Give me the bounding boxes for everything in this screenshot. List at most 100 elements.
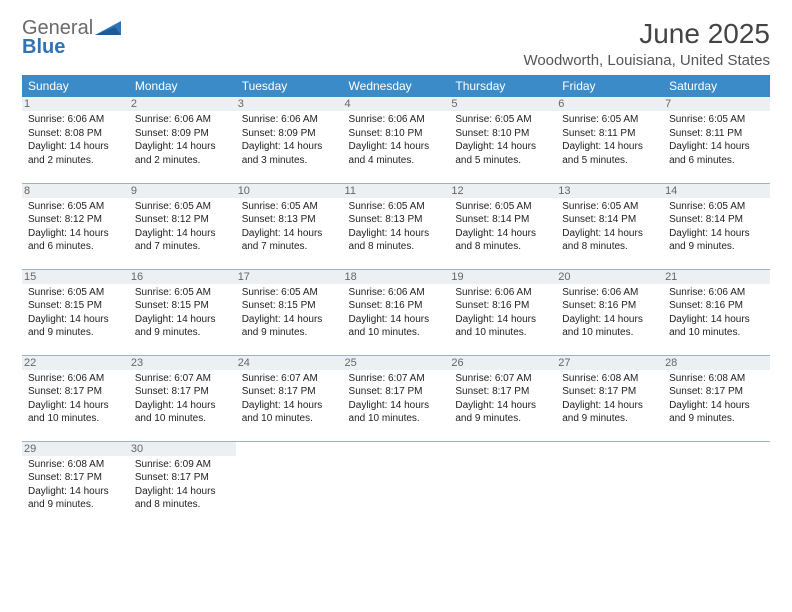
- day-info: Sunrise: 6:06 AMSunset: 8:16 PMDaylight:…: [349, 286, 444, 340]
- day-info: Sunrise: 6:06 AMSunset: 8:16 PMDaylight:…: [562, 286, 657, 340]
- day-header: Friday: [556, 75, 663, 97]
- day-info: Sunrise: 6:06 AMSunset: 8:17 PMDaylight:…: [28, 372, 123, 426]
- day-info: Sunrise: 6:05 AMSunset: 8:11 PMDaylight:…: [562, 113, 657, 167]
- calendar-cell: 10 Sunrise: 6:05 AMSunset: 8:13 PMDayligh…: [236, 183, 343, 269]
- calendar-week-row: 29Sunrise: 6:08 AMSunset: 8:17 PMDayligh…: [22, 441, 770, 527]
- day-info: Sunrise: 6:05 AMSunset: 8:14 PMDaylight:…: [669, 200, 764, 254]
- calendar-cell: 14 Sunrise: 6:05 AMSunset: 8:14 PMDayligh…: [663, 183, 770, 269]
- calendar-cell: 21Sunrise: 6:06 AMSunset: 8:16 PMDayligh…: [663, 269, 770, 355]
- day-info: Sunrise: 6:08 AMSunset: 8:17 PMDaylight:…: [562, 372, 657, 426]
- calendar-cell: 22Sunrise: 6:06 AMSunset: 8:17 PMDayligh…: [22, 355, 129, 441]
- calendar-cell: 2 Sunrise: 6:06 AMSunset: 8:09 PMDaylight…: [129, 97, 236, 183]
- day-number: 8: [22, 184, 129, 198]
- day-info: Sunrise: 6:09 AMSunset: 8:17 PMDaylight:…: [135, 458, 230, 512]
- day-info: Sunrise: 6:05 AMSunset: 8:13 PMDaylight:…: [242, 200, 337, 254]
- calendar-cell: 19 Sunrise: 6:06 AMSunset: 8:16 PMDayligh…: [449, 269, 556, 355]
- logo: General Blue: [22, 18, 121, 57]
- calendar-cell: 16 Sunrise: 6:05 AMSunset: 8:15 PMDayligh…: [129, 269, 236, 355]
- day-number: 5: [449, 97, 556, 111]
- calendar-cell: 12Sunrise: 6:05 AMSunset: 8:14 PMDayligh…: [449, 183, 556, 269]
- calendar-cell: [449, 441, 556, 527]
- title-block: June 2025 Woodworth, Louisiana, United S…: [523, 18, 770, 69]
- calendar-cell: 11Sunrise: 6:05 AMSunset: 8:13 PMDayligh…: [343, 183, 450, 269]
- day-number: 3: [236, 97, 343, 111]
- day-number: 4: [343, 97, 450, 111]
- day-number: 10: [236, 184, 343, 198]
- calendar-cell: 13 Sunrise: 6:05 AMSunset: 8:14 PMDayligh…: [556, 183, 663, 269]
- day-number: 6: [556, 97, 663, 111]
- day-header: Sunday: [22, 75, 129, 97]
- day-header: Saturday: [663, 75, 770, 97]
- day-info: Sunrise: 6:05 AMSunset: 8:12 PMDaylight:…: [28, 200, 123, 254]
- day-number: 23: [129, 356, 236, 370]
- day-number: 9: [129, 184, 236, 198]
- calendar-cell: 3 Sunrise: 6:06 AMSunset: 8:09 PMDaylight…: [236, 97, 343, 183]
- calendar-cell: 26Sunrise: 6:07 AMSunset: 8:17 PMDayligh…: [449, 355, 556, 441]
- calendar-cell: 4 Sunrise: 6:06 AMSunset: 8:10 PMDaylight…: [343, 97, 450, 183]
- day-header: Wednesday: [343, 75, 450, 97]
- calendar-cell: 20 Sunrise: 6:06 AMSunset: 8:16 PMDayligh…: [556, 269, 663, 355]
- calendar-cell: [343, 441, 450, 527]
- logo-triangle-icon: [95, 21, 121, 39]
- calendar-cell: 23 Sunrise: 6:07 AMSunset: 8:17 PMDayligh…: [129, 355, 236, 441]
- day-number: 7: [663, 97, 770, 111]
- calendar-cell: [556, 441, 663, 527]
- calendar-cell: 6 Sunrise: 6:05 AMSunset: 8:11 PMDaylight…: [556, 97, 663, 183]
- day-number: 16: [129, 270, 236, 284]
- day-number: 14: [663, 184, 770, 198]
- day-info: Sunrise: 6:06 AMSunset: 8:10 PMDaylight:…: [349, 113, 444, 167]
- calendar-week-row: 15Sunrise: 6:05 AMSunset: 8:15 PMDayligh…: [22, 269, 770, 355]
- calendar-week-row: 8 Sunrise: 6:05 AMSunset: 8:12 PMDaylight…: [22, 183, 770, 269]
- month-title: June 2025: [523, 18, 770, 50]
- day-number: 28: [663, 356, 770, 370]
- calendar-cell: 9Sunrise: 6:05 AMSunset: 8:12 PMDaylight…: [129, 183, 236, 269]
- day-number: 17: [236, 270, 343, 284]
- calendar-cell: 29Sunrise: 6:08 AMSunset: 8:17 PMDayligh…: [22, 441, 129, 527]
- calendar-week-row: 22Sunrise: 6:06 AMSunset: 8:17 PMDayligh…: [22, 355, 770, 441]
- calendar-cell: 5 Sunrise: 6:05 AMSunset: 8:10 PMDaylight…: [449, 97, 556, 183]
- day-number: 19: [449, 270, 556, 284]
- calendar-cell: 27Sunrise: 6:08 AMSunset: 8:17 PMDayligh…: [556, 355, 663, 441]
- logo-text-block: General Blue: [22, 18, 93, 57]
- day-number: 11: [343, 184, 450, 198]
- day-info: Sunrise: 6:07 AMSunset: 8:17 PMDaylight:…: [455, 372, 550, 426]
- day-number: 18: [343, 270, 450, 284]
- day-number: 25: [343, 356, 450, 370]
- day-info: Sunrise: 6:06 AMSunset: 8:09 PMDaylight:…: [242, 113, 337, 167]
- calendar-cell: 8 Sunrise: 6:05 AMSunset: 8:12 PMDaylight…: [22, 183, 129, 269]
- day-info: Sunrise: 6:06 AMSunset: 8:16 PMDaylight:…: [455, 286, 550, 340]
- day-info: Sunrise: 6:05 AMSunset: 8:10 PMDaylight:…: [455, 113, 550, 167]
- day-number: 24: [236, 356, 343, 370]
- day-header: Monday: [129, 75, 236, 97]
- day-info: Sunrise: 6:07 AMSunset: 8:17 PMDaylight:…: [349, 372, 444, 426]
- day-number: 2: [129, 97, 236, 111]
- day-info: Sunrise: 6:07 AMSunset: 8:17 PMDaylight:…: [242, 372, 337, 426]
- day-number: 1: [22, 97, 129, 111]
- calendar-cell: 25 Sunrise: 6:07 AMSunset: 8:17 PMDayligh…: [343, 355, 450, 441]
- calendar-table: Sunday Monday Tuesday Wednesday Thursday…: [22, 75, 770, 527]
- day-number: 20: [556, 270, 663, 284]
- calendar-cell: 24 Sunrise: 6:07 AMSunset: 8:17 PMDayligh…: [236, 355, 343, 441]
- day-info: Sunrise: 6:05 AMSunset: 8:15 PMDaylight:…: [242, 286, 337, 340]
- day-number: 21: [663, 270, 770, 284]
- calendar-cell: 28Sunrise: 6:08 AMSunset: 8:17 PMDayligh…: [663, 355, 770, 441]
- day-info: Sunrise: 6:05 AMSunset: 8:14 PMDaylight:…: [455, 200, 550, 254]
- day-info: Sunrise: 6:07 AMSunset: 8:17 PMDaylight:…: [135, 372, 230, 426]
- day-number: 29: [22, 442, 129, 456]
- day-info: Sunrise: 6:05 AMSunset: 8:14 PMDaylight:…: [562, 200, 657, 254]
- day-info: Sunrise: 6:05 AMSunset: 8:15 PMDaylight:…: [135, 286, 230, 340]
- calendar-cell: 7Sunrise: 6:05 AMSunset: 8:11 PMDaylight…: [663, 97, 770, 183]
- logo-word-blue: Blue: [22, 37, 93, 57]
- day-info: Sunrise: 6:06 AMSunset: 8:09 PMDaylight:…: [135, 113, 230, 167]
- calendar-cell: 1Sunrise: 6:06 AMSunset: 8:08 PMDaylight…: [22, 97, 129, 183]
- calendar-cell: 17 Sunrise: 6:05 AMSunset: 8:15 PMDayligh…: [236, 269, 343, 355]
- calendar-cell: 30Sunrise: 6:09 AMSunset: 8:17 PMDayligh…: [129, 441, 236, 527]
- day-info: Sunrise: 6:05 AMSunset: 8:15 PMDaylight:…: [28, 286, 123, 340]
- calendar-cell: 15Sunrise: 6:05 AMSunset: 8:15 PMDayligh…: [22, 269, 129, 355]
- location-text: Woodworth, Louisiana, United States: [523, 52, 770, 69]
- header: General Blue June 2025 Woodworth, Louisi…: [22, 18, 770, 69]
- day-header: Tuesday: [236, 75, 343, 97]
- day-header-row: Sunday Monday Tuesday Wednesday Thursday…: [22, 75, 770, 97]
- page-root: General Blue June 2025 Woodworth, Louisi…: [0, 0, 792, 545]
- day-number: 13: [556, 184, 663, 198]
